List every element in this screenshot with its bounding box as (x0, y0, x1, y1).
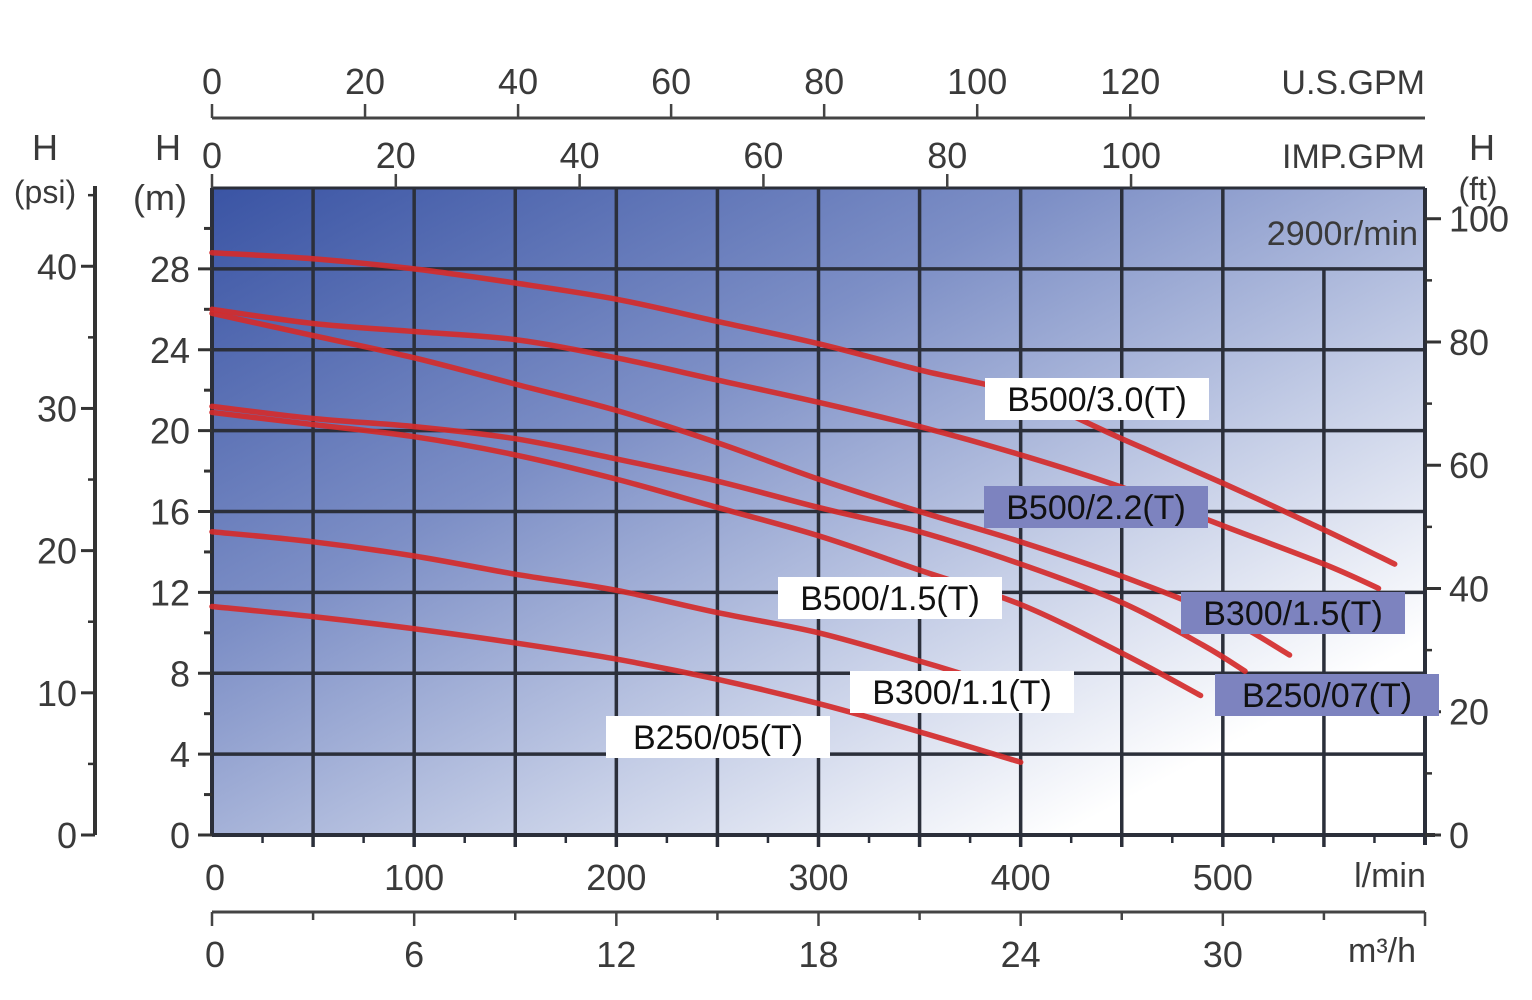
usgpm-tick-label: 60 (651, 61, 691, 102)
y-tick-label: 0 (170, 815, 190, 856)
curve-label: B300/1.1(T) (872, 674, 1052, 712)
m3h-tick-label: 18 (798, 934, 838, 975)
curve-label: B300/1.5(T) (1203, 595, 1383, 633)
psi-axis-title: H (32, 127, 58, 168)
ft-tick-label: 80 (1449, 322, 1489, 363)
impgpm-tick-label: 20 (376, 135, 416, 176)
psi-tick-label: 30 (37, 388, 77, 429)
curve-label: B500/1.5(T) (800, 580, 980, 618)
y-tick-label: 12 (150, 572, 190, 613)
ft-tick-label: 60 (1449, 445, 1489, 486)
ft-tick-label: 40 (1449, 568, 1489, 609)
curve-label-box (1215, 674, 1439, 716)
y-tick-label: 4 (170, 734, 190, 775)
y-tick-label: 20 (150, 411, 190, 452)
speed-annotation: 2900r/min (1267, 215, 1418, 253)
curve-label-box (606, 716, 830, 758)
impgpm-tick-label: 100 (1101, 135, 1161, 176)
impgpm-axis-unit: IMP.GPM (1282, 138, 1425, 176)
x-tick-label: 300 (788, 857, 848, 898)
curve-label: B500/2.2(T) (1006, 489, 1186, 527)
psi-axis-unit: (psi) (14, 174, 76, 210)
curve-b300-1-1-t- (209, 409, 1204, 699)
y-tick-label: 16 (150, 492, 190, 533)
usgpm-axis-unit: U.S.GPM (1281, 64, 1425, 102)
usgpm-tick-label: 20 (345, 61, 385, 102)
x-tick-label: 100 (384, 857, 444, 898)
m3h-tick-label: 12 (596, 934, 636, 975)
ft-tick-label: 20 (1449, 692, 1489, 733)
m3h-tick-label: 0 (205, 934, 225, 975)
usgpm-tick-label: 100 (947, 61, 1007, 102)
ft-tick-label: 100 (1449, 199, 1509, 240)
psi-tick-label: 20 (37, 531, 77, 572)
ft-axis-title: H (1469, 127, 1495, 168)
curve-label-box (985, 378, 1209, 420)
y-axis-unit: (m) (133, 177, 187, 218)
curve-b250-07-t- (209, 528, 963, 676)
x-tick-label: 200 (586, 857, 646, 898)
curve-label: B500/3.0(T) (1007, 381, 1187, 419)
m3h-tick-label: 30 (1203, 934, 1243, 975)
x-tick-label: 0 (205, 857, 225, 898)
curve-label: B250/05(T) (633, 719, 803, 757)
curve-label-box (984, 486, 1208, 528)
y-axis-title: H (155, 127, 181, 168)
psi-tick-label: 0 (57, 815, 77, 856)
x-tick-label: 400 (991, 857, 1051, 898)
x-tick-label: 500 (1193, 857, 1253, 898)
impgpm-tick-label: 80 (927, 135, 967, 176)
psi-tick-label: 10 (37, 673, 77, 714)
curve-b300-1-5-t- (209, 403, 1248, 674)
impgpm-tick-label: 0 (202, 135, 222, 176)
curve-label-box (850, 671, 1074, 713)
impgpm-tick-label: 40 (560, 135, 600, 176)
curve-b500-3-0-t- (209, 249, 1398, 567)
curve-label-box (1181, 592, 1405, 634)
x-axis-unit: l/min (1354, 857, 1426, 895)
psi-tick-label: 40 (37, 246, 77, 287)
y-tick-label: 24 (150, 330, 190, 371)
y-tick-label: 28 (150, 249, 190, 290)
curve-b500-1-5-t- (209, 310, 1293, 658)
y-tick-label: 8 (170, 653, 190, 694)
m3h-axis-unit: m³/h (1348, 932, 1416, 970)
m3h-tick-label: 24 (1001, 934, 1041, 975)
curve-labels: B500/3.0(T) B500/2.2(T) B500/1.5(T) B300/1.… (606, 378, 1439, 758)
curves (209, 249, 1398, 765)
usgpm-tick-label: 0 (202, 61, 222, 102)
usgpm-tick-label: 40 (498, 61, 538, 102)
usgpm-tick-label: 80 (804, 61, 844, 102)
curve-label-box (778, 577, 1002, 619)
usgpm-tick-label: 120 (1100, 61, 1160, 102)
curve-label: B250/07(T) (1242, 677, 1412, 715)
impgpm-tick-label: 60 (743, 135, 783, 176)
ft-tick-label: 0 (1449, 815, 1469, 856)
ft-axis-unit: (ft) (1458, 171, 1497, 207)
curve-b500-2-2-t- (209, 306, 1382, 592)
curve-b250-05-t- (209, 603, 1024, 765)
m3h-tick-label: 6 (404, 934, 424, 975)
